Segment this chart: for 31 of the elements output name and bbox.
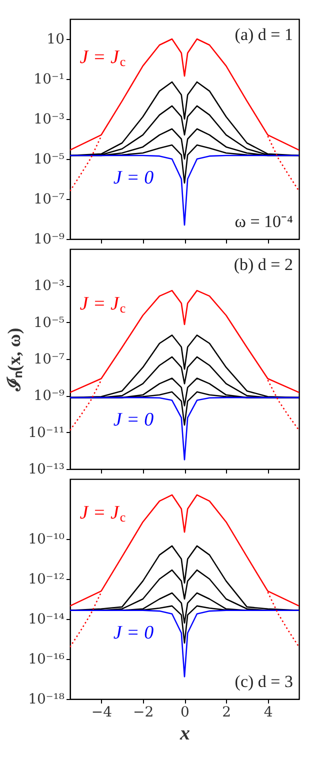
y-tick-label: 10⁻³ — [34, 112, 64, 128]
x-tick-label: 4 — [264, 704, 273, 720]
annotation: (a) d = 1 — [234, 25, 293, 44]
y-tick-label: 10⁻¹⁰ — [28, 532, 65, 548]
x-tick-label: 2 — [222, 704, 232, 720]
annotation: ω = 10⁻⁴ — [234, 212, 294, 231]
y-tick-label: 10⁻⁷ — [34, 192, 65, 208]
y-tick-label: 10⁻¹⁸ — [28, 692, 65, 708]
x-tick-label: −2 — [133, 704, 154, 720]
series-label: J = 0 — [113, 167, 154, 188]
y-tick-label: 10⁻⁹ — [34, 232, 65, 248]
y-axis-title: ℐₙ(x, ω) — [4, 328, 24, 392]
y-tick-label: 10⁻⁷ — [34, 352, 65, 368]
y-tick-label: 10⁻¹ — [34, 72, 64, 88]
y-tick-label: 10⁻¹¹ — [28, 424, 64, 441]
annotation: (b) d = 2 — [234, 255, 293, 274]
y-tick-label: 10 — [46, 32, 64, 48]
series-label: J = 0 — [113, 410, 154, 431]
x-axis-title: x — [179, 722, 190, 744]
y-tick-label: 10⁻⁵ — [34, 314, 65, 331]
y-tick-label: 10⁻⁵ — [34, 152, 65, 168]
annotation: (c) d = 3 — [234, 672, 293, 691]
y-tick-label: 10⁻³ — [34, 278, 64, 294]
y-tick-label: 10⁻¹⁶ — [28, 652, 65, 668]
y-tick-label: 10⁻¹² — [28, 572, 64, 588]
y-tick-label: 10⁻¹⁴ — [28, 612, 65, 628]
x-tick-label: −4 — [91, 704, 112, 720]
y-tick-label: 10⁻¹³ — [28, 462, 64, 478]
series-label: J = 0 — [113, 622, 154, 644]
y-tick-label: 10⁻⁹ — [34, 388, 65, 404]
x-tick-label: 0 — [180, 704, 190, 720]
